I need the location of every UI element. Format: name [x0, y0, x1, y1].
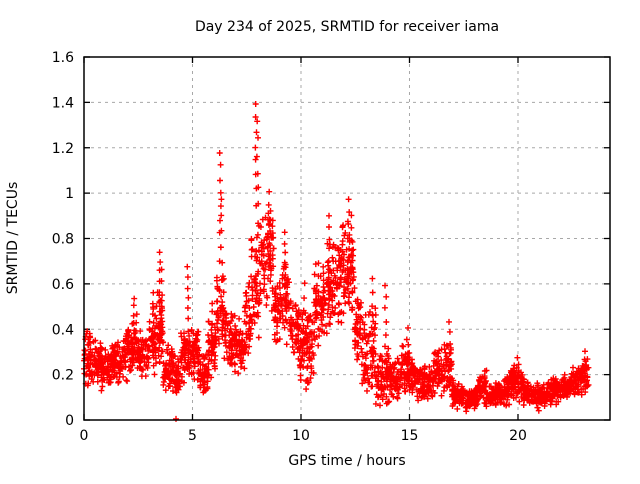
scatter-series	[81, 101, 592, 422]
x-tick-label: 20	[509, 428, 527, 444]
y-tick-label: 0.2	[52, 368, 74, 384]
y-tick-label: 1.2	[52, 141, 74, 157]
y-tick-label: 0.4	[52, 322, 74, 338]
chart-title: Day 234 of 2025, SRMTID for receiver iam…	[195, 19, 499, 35]
y-tick-label: 1.6	[52, 50, 74, 66]
plot-border	[83, 56, 611, 421]
y-tick-label: 0	[65, 413, 74, 429]
x-tick-label: 15	[401, 428, 419, 444]
x-tick-label: 0	[80, 428, 89, 444]
y-tick-label: 0.6	[52, 277, 74, 293]
tick-labels: 0 5 10 15 20 0 0.2 0.4 0.6 0.8 1 1.2 1.4 1.6	[52, 50, 527, 444]
scatter-points	[81, 101, 592, 422]
y-axis-title: SRMTID / TECUs	[5, 182, 21, 295]
x-tick-label: 5	[188, 428, 197, 444]
x-axis-title: GPS time / hours	[288, 453, 405, 469]
y-tick-label: 1	[65, 186, 74, 202]
x-tick-label: 10	[292, 428, 310, 444]
y-tick-label: 0.8	[52, 232, 74, 248]
y-tick-label: 1.4	[52, 95, 74, 111]
